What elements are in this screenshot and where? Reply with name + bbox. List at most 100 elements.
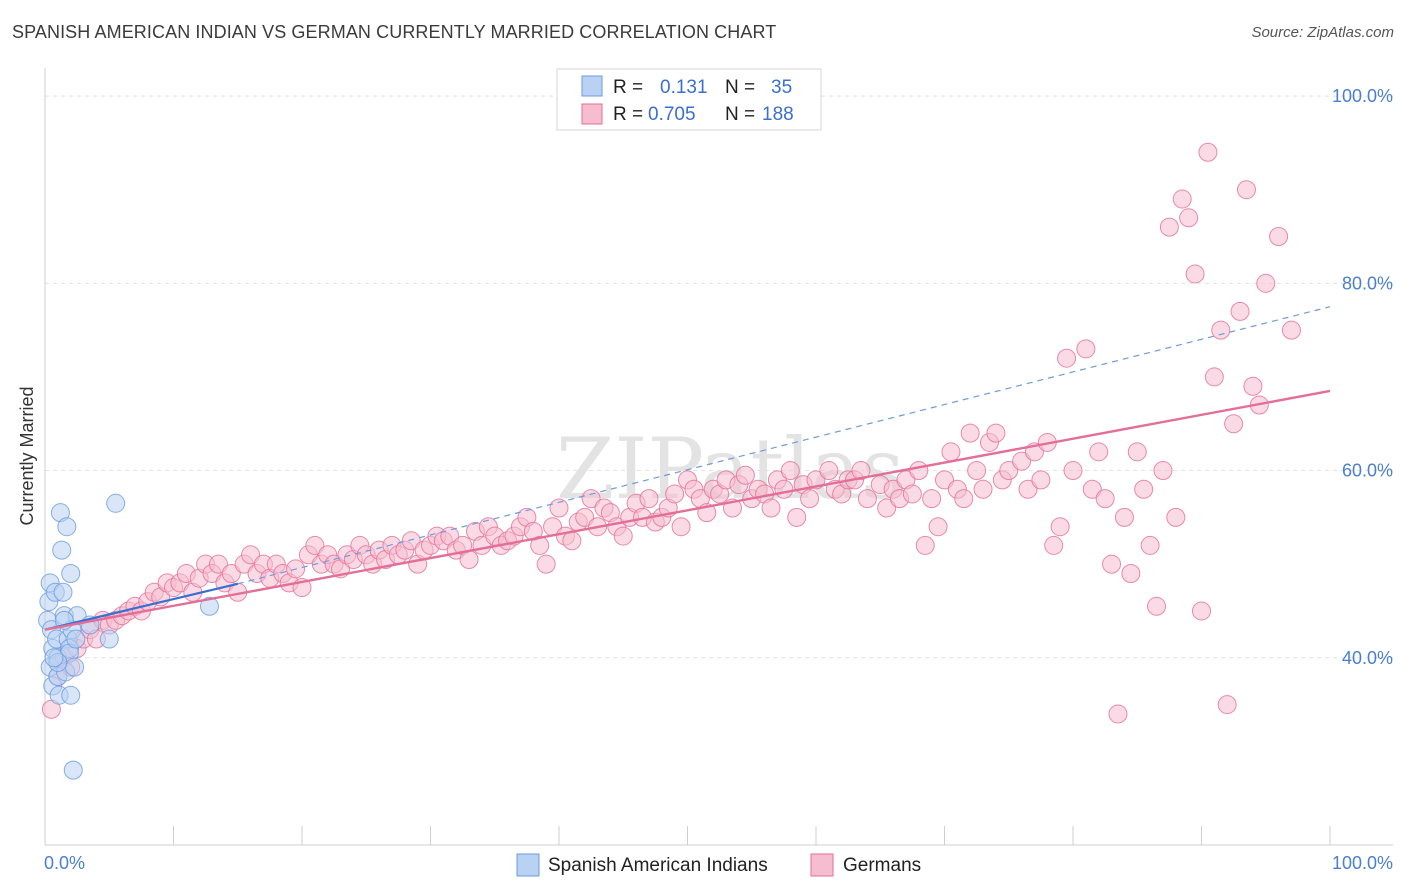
y-tick-label-40: 40.0%: [1342, 648, 1393, 668]
german-point-31: [241, 545, 261, 565]
y-tick-label-100: 100.0%: [1332, 86, 1393, 106]
german-point-135: [922, 489, 942, 509]
german-point-159: [1089, 442, 1109, 462]
german-point-143: [973, 479, 993, 499]
german-point-125: [851, 461, 871, 481]
german-point-41: [305, 535, 325, 555]
german-point-155: [1057, 348, 1077, 368]
german-point-175: [1192, 601, 1211, 621]
legend-r-value-germans: 0.705: [648, 104, 696, 125]
german-point-137: [935, 470, 954, 490]
german-point-177: [1204, 367, 1224, 387]
legend-n-value-germans: 188: [762, 104, 794, 125]
german-point-112: [761, 498, 781, 518]
chart-title: SPANISH AMERICAN INDIAN VS GERMAN CURREN…: [12, 22, 777, 42]
german-point-115: [780, 461, 800, 481]
bottom-legend-label-spanish: Spanish American Indians: [548, 855, 768, 876]
german-point-161: [1102, 554, 1122, 574]
spanish-point-22: [61, 685, 81, 705]
y-tick-label-80: 80.0%: [1342, 273, 1393, 293]
legend-r-value-spanish: 0.131: [660, 77, 708, 98]
legend-n-label-spanish: N =: [725, 77, 755, 98]
x-tick-label-min: 0.0%: [44, 853, 85, 873]
german-point-28: [221, 564, 241, 584]
german-point-154: [1050, 517, 1070, 537]
spanish-point-25: [65, 657, 85, 677]
german-point-136: [928, 517, 948, 537]
german-point-56: [401, 531, 421, 551]
german-point-132: [902, 484, 922, 504]
gridlines: [45, 95, 1393, 659]
german-point-26: [208, 554, 228, 574]
german-point-83: [575, 507, 595, 527]
legend-r-label-spanish: R =: [613, 77, 643, 98]
german-point-153: [1044, 535, 1064, 555]
source-label: Source: ZipAtlas.com: [1251, 24, 1394, 41]
german-point-108: [735, 465, 755, 485]
german-point-169: [1153, 461, 1173, 481]
german-point-81: [562, 531, 582, 551]
german-point-162: [1108, 704, 1128, 724]
y-axis-title: Currently Married: [17, 386, 37, 525]
german-point-140: [954, 489, 974, 509]
stats-legend: R = 0.131 N = 35 R = 0.705 N = 188: [556, 68, 822, 131]
german-point-167: [1140, 535, 1160, 555]
german-point-170: [1159, 217, 1179, 237]
german-point-128: [877, 498, 897, 518]
german-point-166: [1134, 479, 1154, 499]
german-point-84: [581, 489, 601, 509]
legend-swatch-germans: [581, 103, 603, 125]
spanish-point-24: [63, 760, 83, 780]
german-point-134: [915, 535, 935, 555]
german-point-142: [967, 461, 987, 481]
bottom-legend-label-germans: Germans: [843, 855, 921, 876]
legend-n-value-spanish: 35: [771, 77, 792, 98]
trend-lines: [44, 306, 1331, 631]
legend-swatch-spanish: [581, 75, 603, 97]
series-spanish-points: [38, 493, 219, 780]
german-point-183: [1243, 376, 1263, 396]
german-point-181: [1230, 301, 1250, 321]
german-point-180: [1224, 414, 1244, 434]
german-point-178: [1211, 320, 1231, 340]
german-point-77: [536, 554, 556, 574]
series-legend: Spanish American Indians Germans: [516, 853, 921, 877]
german-point-164: [1121, 564, 1141, 584]
german-point-171: [1166, 507, 1186, 527]
y-tick-label-60: 60.0%: [1342, 461, 1393, 481]
german-point-126: [857, 489, 877, 509]
bottom-legend-swatch-spanish: [516, 853, 540, 877]
y-tick-labels: 40.0% 60.0% 80.0% 100.0%: [1332, 86, 1393, 668]
german-point-185: [1256, 273, 1276, 293]
german-point-141: [960, 423, 980, 443]
trend-spanish-solid: [44, 582, 239, 631]
german-point-76: [530, 535, 550, 555]
german-point-157: [1076, 339, 1096, 359]
legend-r-label-germans: R =: [613, 104, 643, 125]
german-point-163: [1114, 507, 1134, 527]
spanish-point-21: [61, 564, 81, 584]
german-point-118: [800, 489, 820, 509]
spanish-point-26: [66, 629, 86, 649]
spanish-point-32: [106, 493, 126, 513]
spanish-point-14: [53, 582, 73, 602]
german-point-114: [774, 479, 794, 499]
german-point-116: [787, 507, 807, 527]
x-tick-label-max: 100.0%: [1332, 853, 1393, 873]
spanish-point-13: [52, 540, 72, 560]
german-point-158: [1082, 479, 1102, 499]
german-point-133: [909, 461, 929, 481]
german-point-138: [941, 442, 961, 462]
spanish-point-33: [199, 596, 219, 616]
german-point-160: [1095, 489, 1115, 509]
german-point-89: [613, 526, 633, 546]
trend-spanish-dashed: [237, 306, 1331, 585]
german-point-174: [1185, 264, 1205, 284]
german-point-79: [549, 498, 569, 518]
series-germans-points: [41, 142, 1301, 724]
german-point-93: [639, 489, 659, 509]
german-point-151: [1031, 470, 1051, 490]
german-point-172: [1172, 189, 1192, 209]
german-point-148: [1012, 451, 1032, 471]
german-point-156: [1063, 461, 1083, 481]
